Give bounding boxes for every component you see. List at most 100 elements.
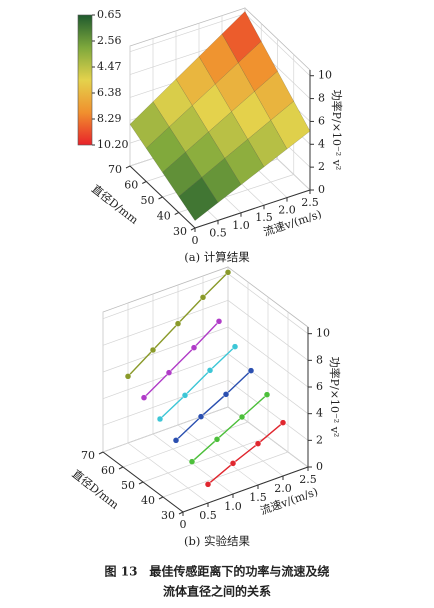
grid-line [227,353,309,414]
data-point [263,391,271,398]
surface-cell [198,33,239,85]
y-tick-label: 40 [141,494,155,507]
back-wall [102,266,229,453]
data-point [231,343,239,350]
y-tick [174,212,179,215]
grid-line [102,380,229,426]
surface-cell [178,177,219,221]
data-point [174,320,182,327]
figure-caption: 流体直径之间的关系 [163,584,271,599]
data-point [204,481,212,488]
y-tick-label: 30 [161,509,175,522]
z-tick-label: 6 [318,114,325,127]
colorbar-label: 6.38 [97,86,122,99]
y-tick-label: 60 [124,179,138,192]
y-tick-label: 50 [121,479,135,492]
y-tick [178,511,184,515]
data-point [199,294,207,301]
surface-cell [247,119,288,168]
data-point [206,367,214,374]
x-tick-label: 0 [192,234,199,247]
data-point [254,440,262,447]
series-line [191,394,268,463]
grid-line [244,13,311,76]
x-tick-label: 2.5 [301,196,319,209]
data-point [222,391,230,398]
y-tick-label: 70 [108,163,122,176]
surface-cell [201,157,242,204]
y-tick [158,196,163,200]
surface-cell [191,83,232,133]
colorbar-label: 0.65 [97,8,122,21]
grid-line [227,300,309,361]
x-tick-label: 2.0 [278,204,296,217]
surface-cell [129,101,170,149]
grid-line [227,326,309,388]
z-tick-label: 4 [316,407,323,420]
z-tick-label: 0 [316,460,323,473]
x-tick-label: 1.0 [232,219,250,232]
z-tick-label: 6 [316,380,323,393]
colorbar-label: 4.47 [97,60,122,73]
x-tick-label: 2.0 [274,482,292,495]
data-point [156,415,164,423]
grid-line [227,273,309,334]
y-tick [158,496,164,500]
z-tick-label: 8 [318,92,325,105]
series-line [207,422,284,485]
data-point [238,413,246,421]
x-tick-label: 1.0 [224,500,242,513]
surface-cell [208,111,249,159]
grid-line [142,436,269,483]
z-axis-title: 功率P/×10⁻² v² [330,90,344,171]
y-tick-label: 40 [157,210,171,223]
x-tick-label: 1.5 [249,491,267,504]
grid-line [102,273,229,319]
grid-line [102,300,229,346]
x-tick-label: 0.5 [199,509,217,522]
x-axis [182,466,309,513]
z-axis-title: 功率P/×10⁻² v² [328,357,342,438]
data-point [247,367,255,374]
y-tick-label: 70 [81,449,95,462]
z-tick-label: 2 [316,433,323,446]
figure-caption: 图 13 最佳传感距离下的功率与流速及绕 [105,564,330,579]
y-tick-label: 30 [173,225,187,238]
surface-cell [221,11,262,64]
colorbar [77,14,93,146]
data-point [181,392,189,399]
data-point [188,458,196,465]
surface-cell [145,126,186,173]
data-point [165,369,173,376]
grid-line [129,13,246,53]
x-axis [194,189,311,229]
surface-cell [175,56,216,106]
data-point [190,344,198,351]
data-point [124,373,132,380]
x-tick-label: 0 [180,518,187,531]
colorbar-label: 2.56 [97,34,122,47]
series-line [159,346,236,420]
data-point [172,437,180,444]
z-tick-label: 10 [316,327,330,340]
surface-cell [224,138,265,186]
surface-cell [214,62,255,113]
y-tick [118,466,124,470]
series-line [143,320,220,399]
y-tick-label: 50 [141,194,155,207]
y-tick [125,165,131,169]
data-point [149,346,157,354]
z-tick-label: 4 [318,137,325,150]
grid-line [227,380,309,441]
y-tick [142,181,147,184]
data-point [197,413,205,420]
colorbar-label: 8.29 [97,112,122,125]
y-tick [190,227,196,231]
surface-cell [168,105,209,153]
caption-a: (a) 计算结果 [184,250,250,264]
z-tick-label: 8 [316,353,323,366]
data-point [140,394,148,401]
z-tick-label: 0 [318,183,325,196]
